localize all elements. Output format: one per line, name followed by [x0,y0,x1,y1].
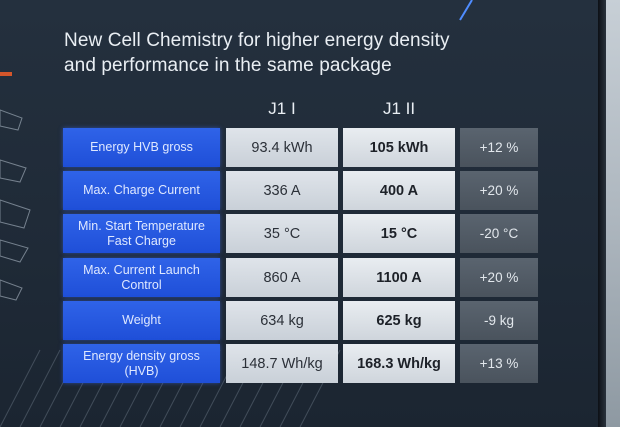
delta-energy-density: +13 % [460,344,538,383]
value-j1-ii-launch-current: 1100 A [343,258,455,297]
vehicle-illustration [0,72,31,301]
row-label-max-charge-current: Max. Charge Current [63,171,220,210]
value-j1-ii-weight: 625 kg [343,301,455,340]
value-j1-i-launch-current: 860 A [226,258,338,297]
slide-title: New Cell Chemistry for higher energy den… [64,28,504,78]
delta-launch-current: +20 % [460,258,538,297]
value-j1-i-energy: 93.4 kWh [226,128,338,167]
value-j1-ii-energy: 105 kWh [343,128,455,167]
title-line-1: New Cell Chemistry for higher energy den… [64,30,450,51]
screen-bezel [598,0,606,427]
title-line-2: and performance in the same package [64,55,392,76]
value-j1-i-charge-current: 336 A [226,171,338,210]
row-label-min-start-temperature: Min. Start Temperature Fast Charge [63,214,220,253]
value-j1-i-energy-density: 148.7 Wh/kg [226,344,338,383]
value-j1-i-start-temp: 35 °C [226,214,338,253]
delta-charge-current: +20 % [460,171,538,210]
delta-start-temp: -20 °C [460,214,538,253]
row-label-energy-hvb: Energy HVB gross [63,128,220,167]
delta-weight: -9 kg [460,301,538,340]
row-label-energy-density: Energy density gross (HVB) [63,344,220,383]
value-j1-ii-energy-density: 168.3 Wh/kg [343,344,455,383]
row-label-weight: Weight [63,301,220,340]
column-header-j1-i: J1 I [268,99,296,118]
row-label-max-current-launch: Max. Current Launch Control [63,258,220,297]
value-j1-i-weight: 634 kg [226,301,338,340]
background-window [606,0,620,427]
value-j1-ii-charge-current: 400 A [343,171,455,210]
value-j1-ii-start-temp: 15 °C [343,214,455,253]
accent-stroke [459,0,473,21]
delta-energy: +12 % [460,128,538,167]
column-header-j1-ii: J1 II [382,99,416,118]
display-screen: New Cell Chemistry for higher energy den… [0,0,604,427]
